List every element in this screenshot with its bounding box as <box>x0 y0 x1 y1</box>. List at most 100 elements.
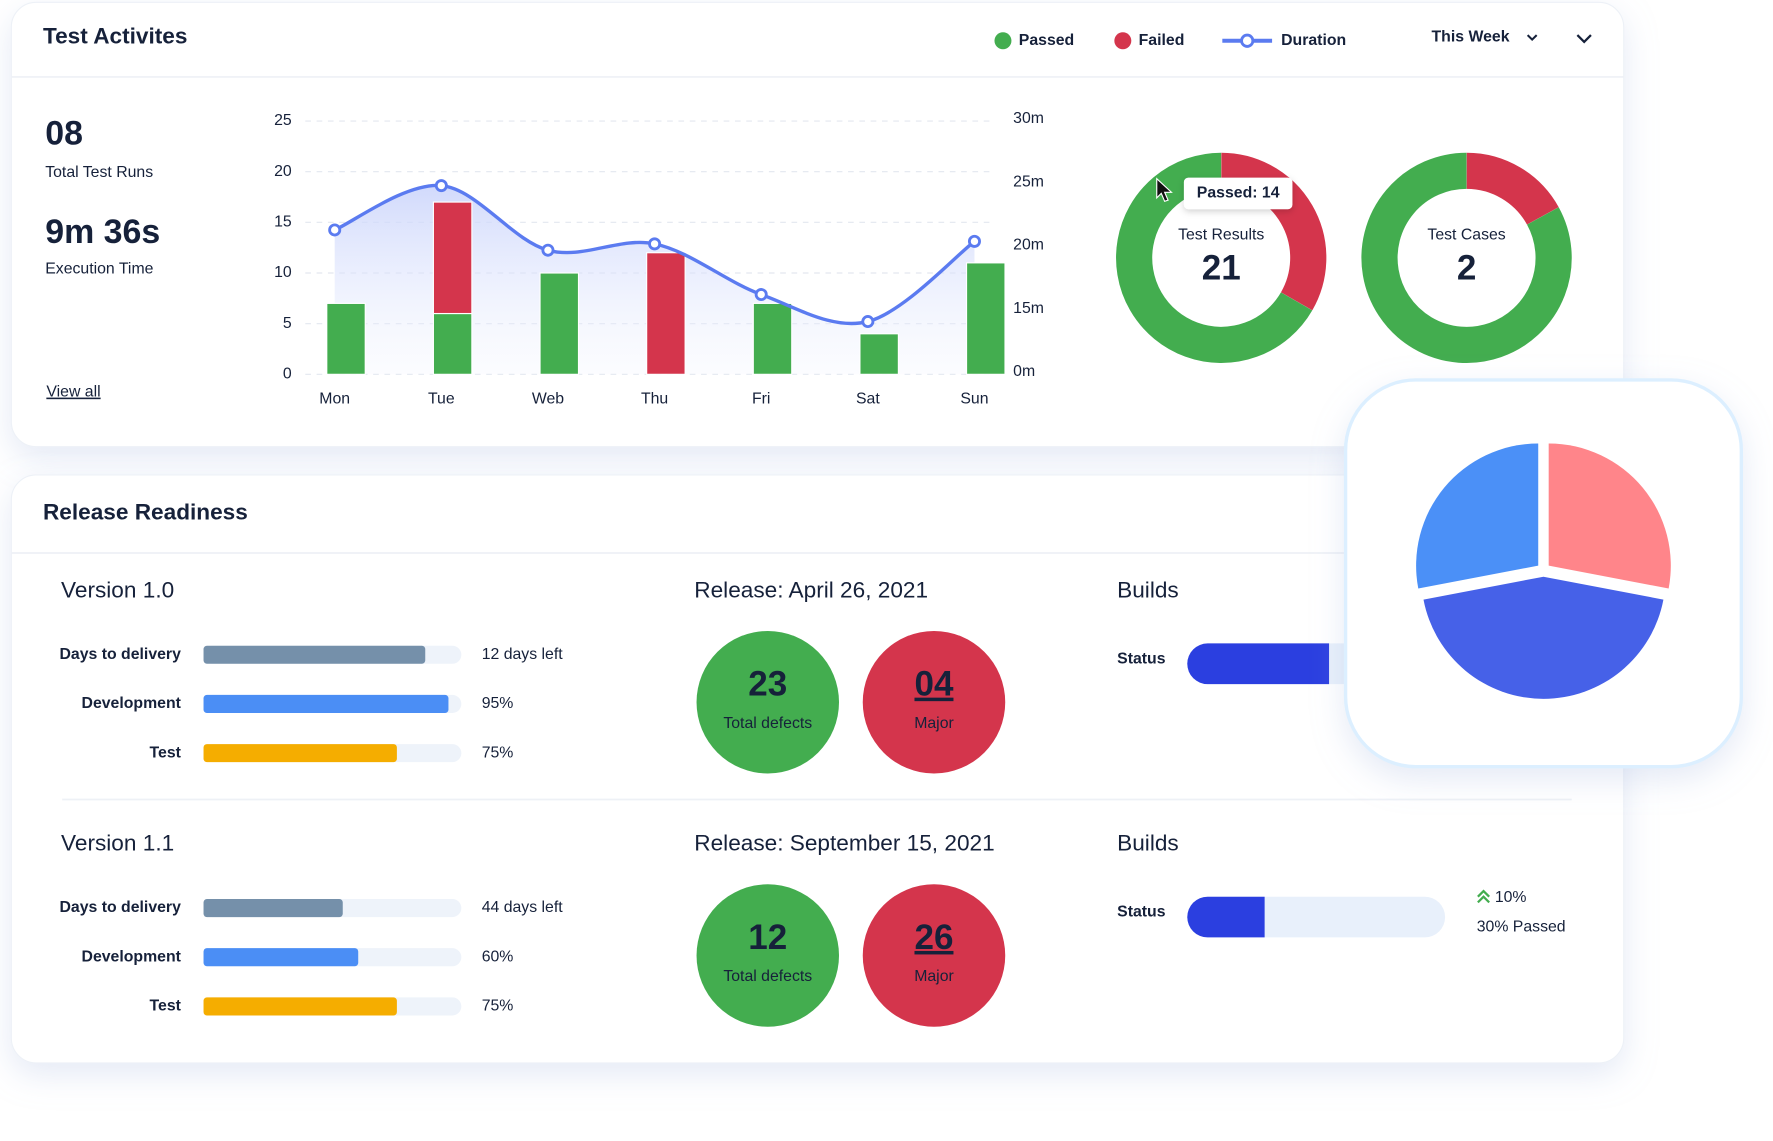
period-select[interactable]: This Week <box>1432 29 1510 46</box>
y2-tick-label: 25m <box>1013 173 1044 190</box>
y2-tick-label: 20m <box>1013 237 1044 254</box>
card-title: Release Readiness <box>43 499 248 524</box>
progress-bar <box>203 645 426 664</box>
defect-label: Major <box>914 715 954 732</box>
stat-value: 08 <box>45 115 83 153</box>
defect-count[interactable]: 26 <box>914 918 953 957</box>
duration-point <box>541 243 555 257</box>
x-tick-label: Web <box>532 390 564 407</box>
progress-text: 12 days left <box>482 646 564 663</box>
x-tick-label: Mon <box>319 390 350 407</box>
progress-bar <box>203 997 397 1016</box>
builds-title: Builds <box>1117 831 1179 856</box>
bar <box>326 302 366 375</box>
progress-label: Development <box>82 695 182 712</box>
y-tick-label: 10 <box>274 264 292 281</box>
progress-label: Days to delivery <box>59 899 181 916</box>
donut-total: 21 <box>1202 249 1241 288</box>
y-tick-label: 15 <box>274 214 292 231</box>
stat-value: 9m 36s <box>45 213 160 251</box>
progress-bar <box>203 744 397 763</box>
progress-label: Test <box>150 744 182 761</box>
defect-badge <box>696 884 840 1027</box>
defect-label: Total defects <box>723 968 812 985</box>
x-tick-label: Thu <box>641 390 668 407</box>
donut-segment <box>1465 152 1559 226</box>
y2-tick-label: 0m <box>1013 363 1035 380</box>
progress-text: 60% <box>482 948 514 965</box>
bar <box>646 252 686 375</box>
progress-text: 75% <box>482 744 514 761</box>
donut-label: Test Cases <box>1427 226 1505 243</box>
y-tick-label: 0 <box>283 366 292 383</box>
legend-label: Duration <box>1281 32 1346 49</box>
duration-point <box>754 288 768 302</box>
duration-point <box>861 315 875 329</box>
version-title: Version 1.0 <box>61 577 174 602</box>
donut-segment <box>1361 152 1572 363</box>
defect-count: 23 <box>748 665 787 704</box>
y2-tick-label: 15m <box>1013 300 1044 317</box>
legend-marker <box>1240 33 1255 48</box>
donut-segment <box>1220 152 1327 311</box>
status-label: Status <box>1117 904 1166 921</box>
pie-slice <box>1416 443 1539 589</box>
defect-count[interactable]: 04 <box>914 665 953 704</box>
tooltip-box <box>1183 177 1293 210</box>
duration-point <box>434 179 448 193</box>
stat-label: Execution Time <box>45 260 153 277</box>
status-bar <box>1187 643 1330 685</box>
duration-point <box>967 234 981 248</box>
version-title: Version 1.1 <box>61 831 174 856</box>
y-tick-label: 5 <box>283 315 292 332</box>
progress-label: Test <box>150 998 182 1015</box>
stat-label: Total Test Runs <box>45 164 153 181</box>
defect-count: 12 <box>748 918 787 957</box>
y-tick-label: 20 <box>274 163 292 180</box>
bar <box>965 262 1006 375</box>
view-all-link[interactable]: View all <box>46 384 100 401</box>
y-tick-label: 25 <box>274 112 292 129</box>
progress-label: Days to delivery <box>59 646 181 663</box>
card-title: Test Activites <box>43 23 188 48</box>
bar <box>432 312 473 375</box>
release-date: Release: September 15, 2021 <box>694 831 994 856</box>
legend-label: Passed <box>1019 32 1074 49</box>
tooltip-text: Passed: 14 <box>1197 185 1280 202</box>
builds-title: Builds <box>1117 577 1179 602</box>
status-change: 10% <box>1495 889 1527 906</box>
progress-bar <box>203 898 343 918</box>
x-tick-label: Tue <box>428 390 455 407</box>
progress-bar <box>203 694 449 713</box>
duration-point <box>328 223 342 237</box>
release-date: Release: April 26, 2021 <box>694 577 928 602</box>
y2-tick-label: 30m <box>1013 110 1044 127</box>
x-tick-label: Sat <box>856 390 880 407</box>
progress-label: Development <box>82 948 182 965</box>
cursor <box>1156 177 1173 203</box>
progress-bar <box>203 948 359 967</box>
defect-label: Major <box>914 968 954 985</box>
legend-label: Failed <box>1139 32 1185 49</box>
defect-badge <box>862 630 1006 774</box>
donut-total: 2 <box>1457 249 1477 288</box>
x-tick-label: Sun <box>960 390 988 407</box>
dropdown-icon[interactable] <box>1526 34 1538 42</box>
trend-icon <box>1477 889 1490 904</box>
pie-slice <box>1548 443 1671 589</box>
collapse-icon[interactable] <box>1576 34 1592 44</box>
defect-label: Total defects <box>723 715 812 732</box>
defect-badge <box>862 884 1006 1027</box>
legend-marker <box>994 32 1012 50</box>
status-label: Status <box>1117 650 1166 667</box>
defect-badge <box>696 630 840 774</box>
legend-marker <box>1114 32 1132 50</box>
bar <box>539 272 580 375</box>
pie-slice <box>1423 576 1664 699</box>
pie-card <box>1343 378 1744 769</box>
status-bar <box>1187 896 1265 938</box>
progress-text: 44 days left <box>482 899 564 916</box>
x-tick-label: Fri <box>752 390 770 407</box>
donut-segment <box>1116 152 1313 363</box>
